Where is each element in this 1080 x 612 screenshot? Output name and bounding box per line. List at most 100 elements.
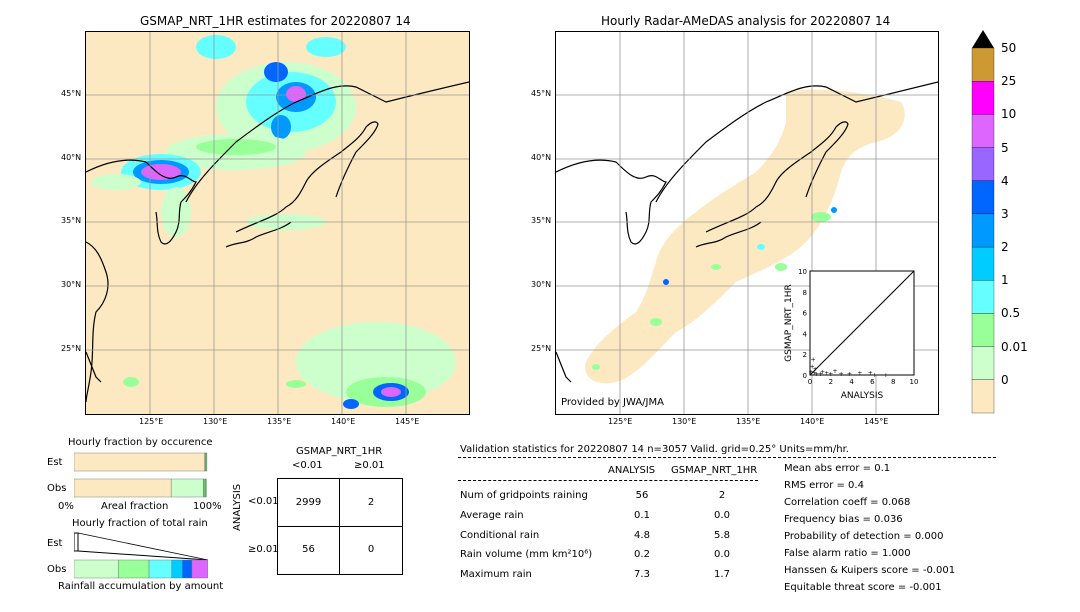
right-rain-field xyxy=(585,89,905,384)
total-rain-obs-segment xyxy=(191,559,209,579)
left-lat-45: 45°N xyxy=(61,89,82,98)
stat-label-0: Num of gridpoints raining xyxy=(460,490,588,501)
colorbar-tick-label: 3 xyxy=(1001,206,1009,221)
right-lat-45: 45°N xyxy=(531,89,552,98)
inset-diagonal xyxy=(809,270,915,376)
colorbar xyxy=(970,30,996,415)
right-map-title: Hourly Radar-AMeDAS analysis for 2022080… xyxy=(601,14,891,28)
total-rain-obs-segment xyxy=(148,559,173,579)
total-rain-obs-segment xyxy=(182,559,193,579)
stat-analysis-3: 0.2 xyxy=(634,549,650,560)
right-coastlines xyxy=(556,81,938,383)
stat-gsmap-1: 0.0 xyxy=(714,510,730,521)
stat-label-1: Average rain xyxy=(460,510,524,521)
contingency-row-1: ≥0.01 xyxy=(248,544,279,555)
contingency-table: 2999 2 56 0 xyxy=(277,478,403,575)
right-lon-145: 145°E xyxy=(864,417,889,426)
occurence-x-max: 100% xyxy=(193,501,222,512)
stat-analysis-0: 56 xyxy=(635,490,649,501)
stat-label-3: Rain volume (mm km²10⁶) xyxy=(460,549,593,560)
right-lat-25: 25°N xyxy=(531,344,552,353)
colorbar-segment xyxy=(971,81,995,115)
colorbar-tick-label: 0.5 xyxy=(1001,306,1021,321)
inset-y-tick: 4 xyxy=(803,330,808,338)
stat-analysis-4: 7.3 xyxy=(634,569,650,580)
stat-label-2: Conditional rain xyxy=(460,530,540,541)
left-map-svg xyxy=(86,32,469,414)
colorbar-tick-label: 50 xyxy=(1001,41,1017,55)
total-rain-xlabel: Rainfall accumulation by amount xyxy=(58,581,224,592)
stat-gsmap-4: 1.7 xyxy=(714,569,730,580)
left-grid xyxy=(86,32,469,414)
occurence-title: Hourly fraction by occurence xyxy=(68,437,213,448)
validation-col-gsmap: GSMAP_NRT_1HR xyxy=(671,465,758,476)
inset-point: + xyxy=(868,370,873,377)
inset-point: + xyxy=(812,370,817,377)
inset-xlabel: ANALYSIS xyxy=(841,391,884,401)
colorbar-segment xyxy=(971,346,995,380)
colorbar-segment xyxy=(971,379,995,414)
inset-point: + xyxy=(839,371,844,378)
validation-header: Validation statistics for 20220807 14 n=… xyxy=(460,444,849,455)
colorbar-segment xyxy=(971,280,995,314)
inset-point: + xyxy=(832,368,837,375)
left-lat-35: 35°N xyxy=(61,216,82,225)
inset-point: + xyxy=(818,371,823,378)
inset-x-tick: 8 xyxy=(891,378,895,386)
colorbar-segment xyxy=(971,313,995,347)
inset-x-tick: 4 xyxy=(849,378,854,386)
right-lat-35: 35°N xyxy=(531,216,552,225)
total-rain-obs-segment xyxy=(171,559,183,579)
total-rain-obs-segment xyxy=(118,559,150,579)
occurence-bar-segment xyxy=(73,478,172,498)
inset-point: + xyxy=(820,369,825,376)
inset-point: + xyxy=(828,371,833,378)
right-map-svg xyxy=(556,32,938,414)
colorbar-tick-label: 5 xyxy=(1001,140,1009,155)
total-rain-obs-segment xyxy=(73,559,119,579)
data-credit: Provided by JWA/JMA xyxy=(561,397,664,408)
left-lon-140: 140°E xyxy=(331,417,356,426)
stat-label-4: Maximum rain xyxy=(460,569,532,580)
occurence-est-label: Est xyxy=(47,457,63,468)
cell-00: 2999 xyxy=(295,497,322,508)
occurence-bar-segment xyxy=(203,478,207,498)
colorbar-tick-label: 0.01 xyxy=(1001,339,1028,354)
score-4: Probability of detection = 0.000 xyxy=(784,531,944,542)
stat-analysis-2: 4.8 xyxy=(634,530,650,541)
right-lon-125: 125°E xyxy=(608,417,633,426)
validation-col-analysis: ANALYSIS xyxy=(608,465,656,476)
inset-x-tick: 10 xyxy=(910,378,919,386)
inset-y-tick: 10 xyxy=(798,268,807,276)
cell-10: 56 xyxy=(302,544,315,555)
score-7: Equitable threat score = -0.001 xyxy=(784,582,942,593)
total-rain-chart xyxy=(73,532,209,580)
right-lat-30: 30°N xyxy=(531,280,552,289)
contingency-title: GSMAP_NRT_1HR xyxy=(296,446,383,457)
score-1: RMS error = 0.4 xyxy=(784,480,864,491)
inset-x-tick: 2 xyxy=(829,378,833,386)
left-rain-field xyxy=(91,35,456,409)
colorbar-extend-arrow xyxy=(972,30,994,48)
stat-gsmap-3: 0.0 xyxy=(714,549,730,560)
left-map xyxy=(85,31,470,415)
occurence-bar-segment xyxy=(170,478,204,498)
right-lon-130: 130°E xyxy=(672,417,697,426)
left-lat-40: 40°N xyxy=(61,153,82,162)
colorbar-tick-label: 25 xyxy=(1001,74,1017,89)
inset-point: + xyxy=(813,366,818,373)
inset-point: + xyxy=(824,370,829,377)
colorbar-tick-label: 1 xyxy=(1001,273,1009,288)
colorbar-tick-label: 2 xyxy=(1001,240,1009,255)
inset-y-tick: 0 xyxy=(803,372,807,380)
inset-ylabel: GSMAP_NRT_1HR xyxy=(784,284,794,362)
right-lon-135: 135°E xyxy=(736,417,761,426)
inset-x-tick: 0 xyxy=(808,378,812,386)
left-map-title: GSMAP_NRT_1HR estimates for 20220807 14 xyxy=(140,14,411,28)
right-lon-140: 140°E xyxy=(800,417,825,426)
inset-y-tick: 6 xyxy=(803,310,808,318)
left-lat-25: 25°N xyxy=(61,344,82,353)
score-3: Frequency bias = 0.036 xyxy=(784,514,903,525)
inset-y-tick: 8 xyxy=(803,289,807,297)
